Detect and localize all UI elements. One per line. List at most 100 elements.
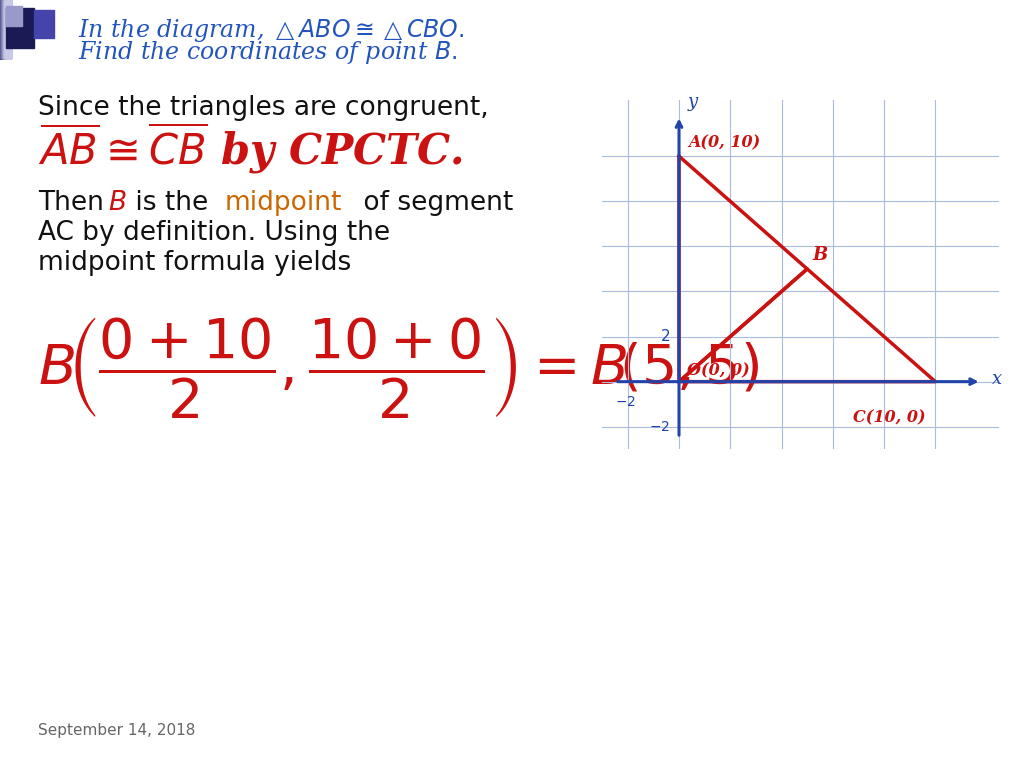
Bar [3, 0, 9, 58]
Bar [2, 0, 8, 58]
Bar [2, 0, 8, 58]
Bar [5, 0, 11, 58]
Bar [1, 0, 7, 58]
Bar [5, 0, 11, 58]
Bar [1, 0, 7, 58]
Bar [5, 0, 11, 58]
Bar [5, 0, 11, 58]
Bar [3, 0, 9, 58]
Bar [3, 0, 9, 58]
Bar [2, 0, 8, 58]
Bar [3, 0, 9, 58]
Bar [1, 0, 7, 58]
Bar [3, 0, 9, 58]
Bar [3, 0, 9, 58]
Bar [4, 0, 10, 58]
Bar [5, 0, 11, 58]
Bar [2, 0, 8, 58]
Text: x: x [991, 370, 1001, 389]
Bar [5, 0, 11, 58]
Bar [4, 0, 10, 58]
Bar [3, 0, 9, 58]
Bar [1, 0, 7, 58]
Bar [1, 0, 7, 58]
Text: In the diagram, $\mathit{\triangle ABO} \cong \mathit{\triangle CBO}.$: In the diagram, $\mathit{\triangle ABO} … [78, 18, 464, 45]
Bar [3, 0, 9, 58]
Bar [1, 0, 7, 58]
Text: y: y [688, 93, 698, 111]
Bar [1, 0, 7, 58]
Bar [4, 0, 10, 58]
Bar [1, 0, 7, 58]
Bar [2, 0, 8, 58]
Bar [2, 0, 8, 58]
Bar [2, 0, 8, 58]
Bar [4, 0, 10, 58]
Bar [2, 0, 8, 58]
Bar [5, 0, 11, 58]
Bar [3, 0, 9, 58]
Bar [2, 0, 8, 58]
Text: B: B [812, 246, 827, 264]
Text: Then: Then [38, 190, 113, 216]
Bar [1, 0, 7, 58]
Bar [2, 0, 8, 58]
Bar [3, 0, 9, 58]
Bar [4, 0, 10, 58]
Bar [3, 0, 9, 58]
Bar [4, 0, 10, 58]
Bar [5, 0, 11, 58]
Bar [0, 0, 6, 58]
Bar [2, 0, 8, 58]
Bar [3, 0, 9, 58]
Bar [5, 0, 11, 58]
Bar [2, 0, 8, 58]
Bar [1, 0, 7, 58]
Bar [3, 0, 9, 58]
Bar [0, 0, 6, 58]
Bar [5, 0, 11, 58]
Bar [2, 0, 7, 58]
Bar [4, 0, 10, 58]
Bar [4, 0, 10, 58]
Text: $-2$: $-2$ [614, 396, 636, 409]
Bar [0, 0, 6, 58]
Bar [3, 0, 9, 58]
Bar [5, 0, 11, 58]
Bar [3, 0, 9, 58]
Bar [2, 0, 8, 58]
Bar [3, 0, 9, 58]
Bar [3, 0, 9, 58]
Bar [1, 0, 7, 58]
Bar [0, 0, 6, 58]
Bar [2, 0, 8, 58]
Bar [1, 0, 7, 58]
Bar [2, 0, 8, 58]
Bar [2, 0, 8, 58]
Bar [0, 0, 6, 58]
Bar [2, 0, 8, 58]
Text: is the: is the [127, 190, 217, 216]
Bar [1, 0, 7, 58]
Bar [3, 0, 9, 58]
Bar [0, 0, 6, 58]
Bar [0, 0, 6, 58]
Bar [6, 6, 22, 26]
Text: $\mathit{B}\!\left(\dfrac{0+10}{2},\dfrac{10+0}{2}\right)=\mathit{B}\!\left(5,5\: $\mathit{B}\!\left(\dfrac{0+10}{2},\dfra… [38, 316, 759, 421]
Bar [2, 0, 8, 58]
Text: A(0, 10): A(0, 10) [688, 134, 760, 152]
Bar [5, 0, 11, 58]
Bar [1, 0, 7, 58]
Bar [1, 0, 7, 58]
Bar [3, 0, 9, 58]
Bar [2, 0, 8, 58]
Bar [4, 0, 10, 58]
Text: Find the coordinates of point $\mathit{B}.$: Find the coordinates of point $\mathit{B… [78, 38, 457, 65]
Text: $-2$: $-2$ [649, 420, 670, 434]
Bar [2, 0, 8, 58]
Bar [4, 0, 10, 58]
Bar [1, 0, 7, 58]
Bar [5, 0, 11, 58]
Bar [5, 0, 11, 58]
Text: Since the triangles are congruent,: Since the triangles are congruent, [38, 95, 488, 121]
